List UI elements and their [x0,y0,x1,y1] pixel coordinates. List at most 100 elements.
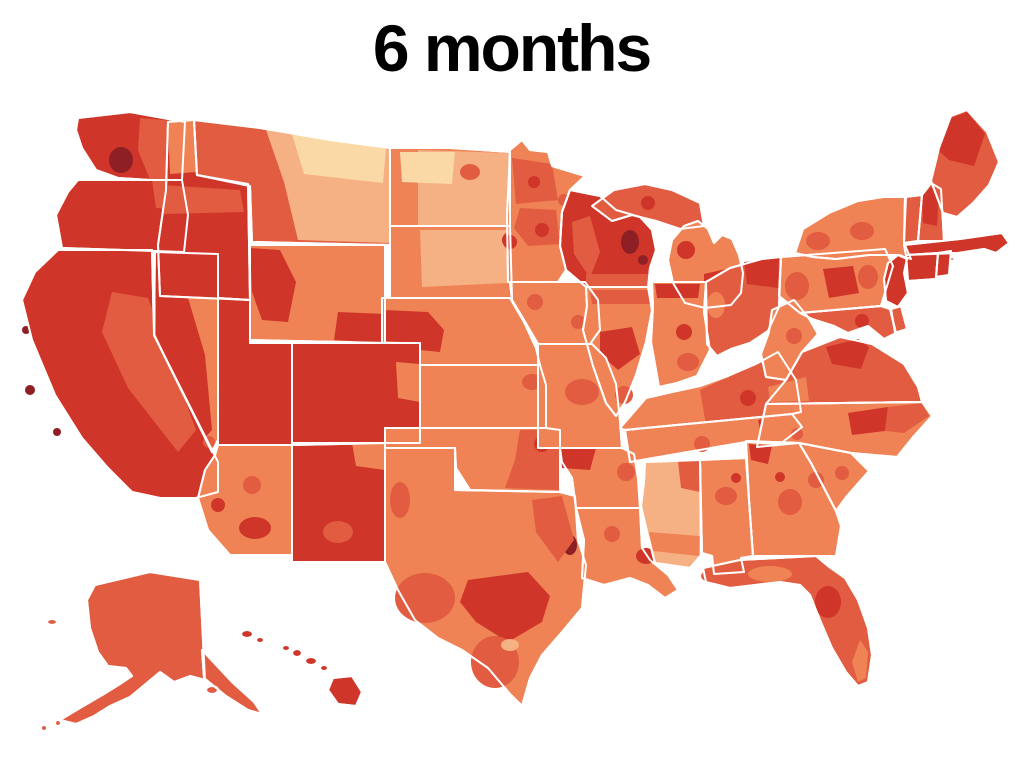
subregion-patch-CA-valley [102,292,196,452]
subregion-patch-CO-east [396,362,420,402]
subregion-patch-LA-center [604,526,620,542]
subregion-patch-AZ-west [211,498,225,512]
state-border-line [291,342,421,444]
subregion-patch-GA-nw [749,444,772,464]
subregion-patch-TX-central [460,572,550,642]
subregion-patch-ID-mid [162,185,244,214]
state-border-line [319,664,329,672]
subregion-patch-IL-center [600,327,640,370]
subregion-patch-MD-spot [855,314,869,328]
subregion-patch-AL-spot [731,473,741,483]
subregion-patch-IL-north [590,290,650,304]
subregion-patch-MO-center [565,379,599,405]
subregion-patch-NY-west [806,232,830,250]
subregion-patch-MS-ne [678,461,700,492]
state-border-line [559,189,657,288]
subregion-patch-AL-center [715,487,737,505]
subregion-patch-NM-ne [352,443,385,470]
state-border-line [201,649,263,715]
state-border-line [281,644,291,652]
subregion-patch-OH-west [707,292,725,318]
state-border-line [327,675,363,707]
subregion-patch-AR-nw [560,448,596,470]
state-border-line [384,447,587,707]
subregion-patch-TX-panwest [390,482,410,518]
state-border-line [699,457,754,575]
subregion-patch-MS-south [649,532,700,556]
state-borders [21,109,1010,732]
subregion-patch-IN-south [677,353,699,371]
state-border-line [575,507,679,599]
state-border-line [799,305,897,340]
subregion-patch-KY-spot [740,390,756,406]
subregion-patch-CA-coast2 [53,428,61,436]
state-border-line [640,459,702,569]
map-title: 6 months [372,11,652,85]
state-AK-mainland [59,571,206,725]
subregion-patch-VA-north [826,339,869,369]
state-border-line [935,250,952,278]
subregion-patch-FL-ncentral [815,586,841,618]
subregion-patch-TX-west [395,573,455,623]
state-border-line [650,281,711,388]
subregion-patch-AR-east [617,463,635,481]
subregion-patch-GA-spot [775,472,785,482]
subregion-patch-MI-nw [677,241,695,259]
subregion-patch-WY-west [250,248,296,322]
state-border-line [240,629,254,639]
subregion-patch-TX-east [532,496,574,562]
subregion-patch-NY-center [850,222,874,240]
subregion-patch-ME-north [938,112,985,166]
state-border-line [705,256,782,357]
subregion-patch-WI-south [586,274,648,287]
state-border-line [255,636,265,644]
subregion-patch-ND-north [400,152,455,184]
subregion-patch-AZ-center [243,476,261,494]
state-border-line [537,343,623,449]
state-border-line [54,719,62,727]
subregion-patch-NE-panhandle [384,310,444,352]
state-border-line [153,251,219,453]
subregion-patch-GA-center [778,489,802,515]
subregion-patch-NC-center [848,407,888,435]
subregion-patch-IA-2 [571,315,585,329]
subregion-patch-MT-ne [292,134,386,183]
subregion-patch-AZ-south [239,517,271,539]
subregion-patch-MIUP-spot [641,196,655,210]
state-KS [419,364,547,429]
state-border-line [291,648,303,658]
state-border-line [59,571,206,725]
state-border-line [582,286,653,417]
subregion-patch-FL-pan-mid [748,566,792,582]
subregion-patch-WI-maroon1 [621,230,639,254]
state-border-line [389,147,511,227]
subregion-patch-NV-west [155,252,212,440]
subregion-patch-NH-west [922,186,939,226]
state-border-line [205,685,219,695]
state-border-line [46,618,58,626]
subregion-patch-NC-west [791,428,803,440]
subregion-patch-MN-north-spot [528,176,540,188]
subregion-patch-ID-north [168,120,196,174]
subregion-patch-IL-south [615,386,633,404]
state-border-line [702,555,873,687]
subregion-patch-WA-seattle [109,147,133,173]
subregion-patch-WV-spot [786,328,802,344]
subregion-patch-ND-east [460,164,480,180]
subregion-patch-CA-coast1 [25,385,35,395]
state-border-line [930,109,1000,218]
state-border-line [756,401,933,458]
subregion-patch-NC-east [885,403,929,433]
subregion-patch-GA-east [808,472,824,488]
subregion-patch-WI-maroon2 [638,255,648,265]
subregion-patch-SC-spot [835,466,849,480]
state-border-line [883,254,909,308]
subregion-patch-PA-west [785,272,809,300]
state-border-line [419,364,547,429]
subregion-patch-SD-center [420,230,507,287]
subregion-patch-FL-se-strip [852,640,868,682]
subregion-patch-TX-coast [501,639,519,651]
subregion-patch-OH-ne [744,258,779,288]
